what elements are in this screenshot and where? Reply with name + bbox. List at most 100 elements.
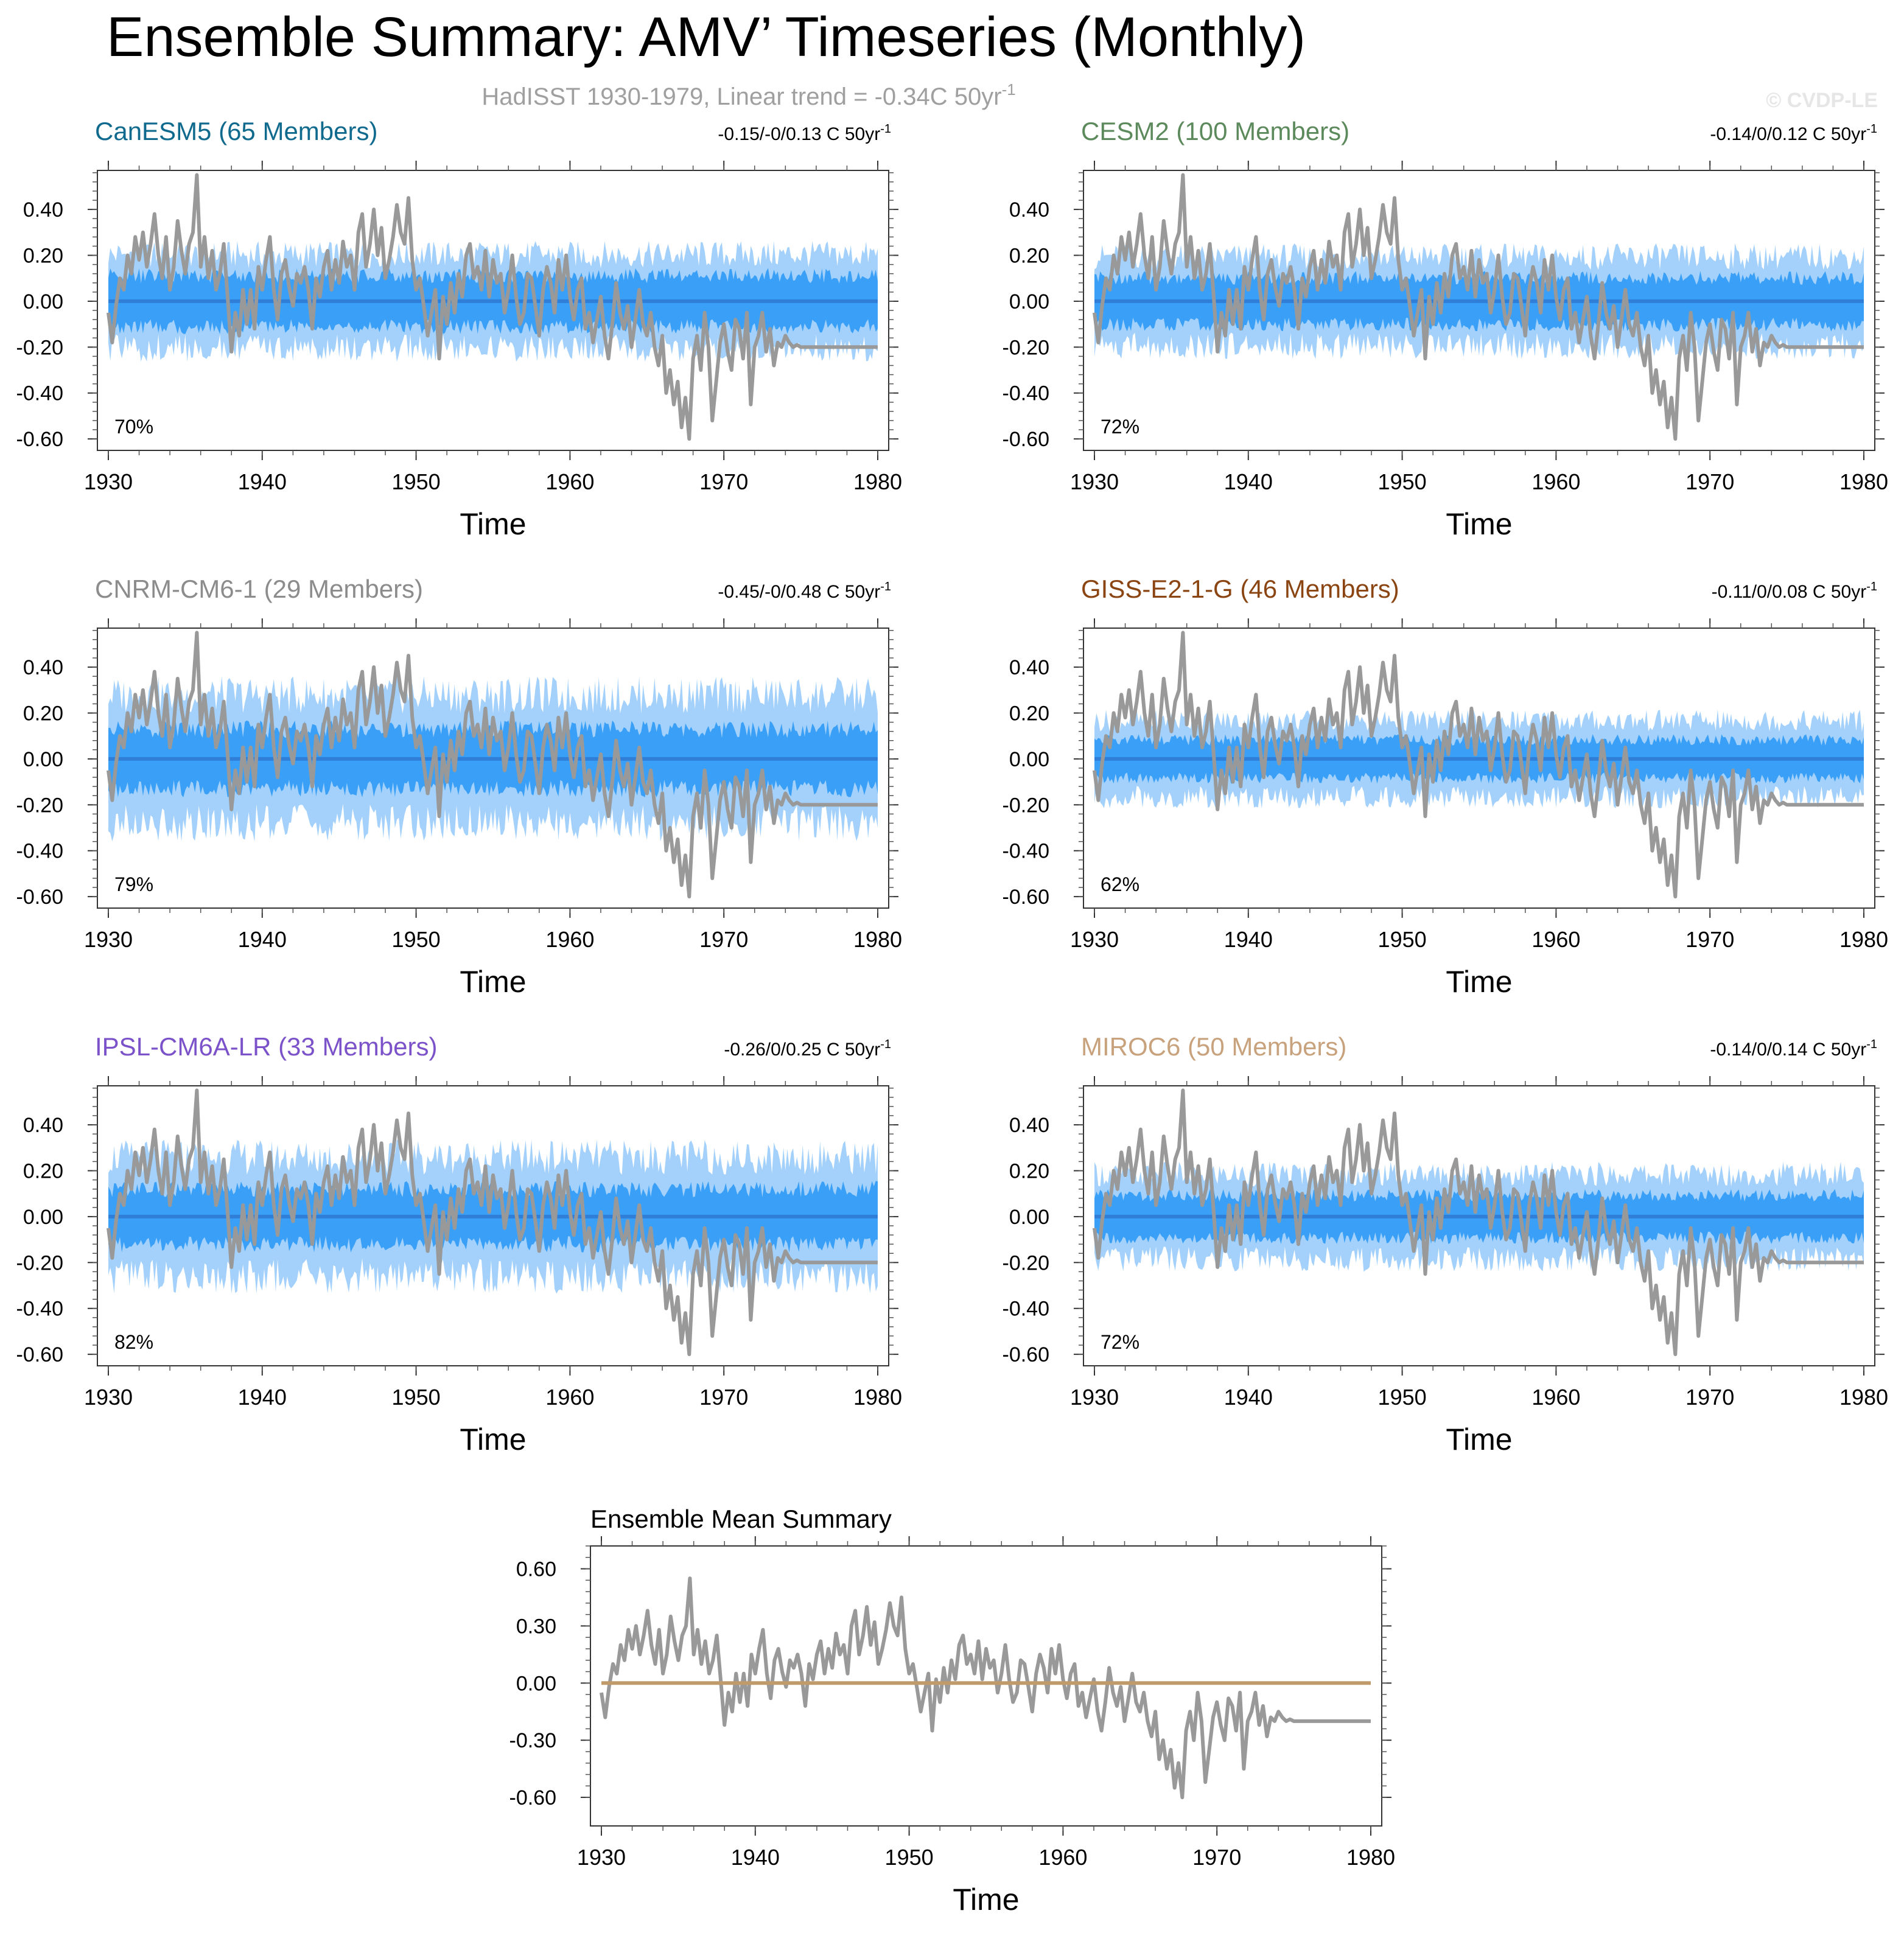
trend-text: -0.14/0/0.14 C 50yr-1: [1710, 1038, 1877, 1060]
x-tick-label: 1970: [699, 1385, 748, 1410]
x-tick-label: 1950: [392, 1385, 441, 1410]
trend-text: -0.26/0/0.25 C 50yr-1: [724, 1038, 891, 1060]
y-tick-label: 0.00: [516, 1672, 556, 1695]
y-tick-label: -0.20: [16, 1251, 64, 1274]
y-tick-label: -0.60: [16, 428, 64, 451]
y-tick-label: -0.40: [1003, 840, 1050, 863]
y-tick-label: -0.60: [16, 1343, 64, 1366]
x-tick-label: 1970: [1685, 927, 1734, 952]
trend-sup: -1: [880, 122, 891, 136]
y-tick-label: 0.40: [23, 198, 63, 222]
x-axis-label: Time: [953, 1883, 1019, 1917]
panel-6: Ensemble Mean Summary 1930 1940 1950 1960 197…: [509, 1505, 1396, 1917]
x-tick-label: 1980: [1346, 1845, 1395, 1870]
observation-line: [1093, 173, 1864, 441]
y-tick-label: 0.20: [1009, 702, 1049, 726]
x-tick-label: 1960: [545, 927, 594, 952]
x-tick-label: 1950: [1378, 927, 1427, 952]
x-axis-label: Time: [460, 507, 526, 541]
trend-value: -0.14/0/0.14 C 50yr: [1710, 1040, 1866, 1060]
panel-5: MIROC6 (50 Members) -0.14/0/0.14 C 50yr-1…: [1003, 1032, 1889, 1456]
x-tick-label: 1950: [392, 927, 441, 952]
percent-label: 82%: [114, 1331, 153, 1353]
panel-title: CNRM-CM6-1 (29 Members): [95, 575, 423, 603]
y-tick-label: 0.00: [1009, 748, 1049, 771]
x-tick-label: 1940: [238, 927, 287, 952]
y-tick-label: -0.60: [1003, 886, 1050, 909]
watermark: © CVDP-LE: [1766, 89, 1878, 112]
plot-area: [107, 173, 878, 441]
trend-value: -0.45/-0/0.48 C 50yr: [718, 582, 880, 602]
y-tick-label: 0.00: [23, 290, 63, 313]
trend-value: -0.15/-0/0.13 C 50yr: [718, 124, 880, 144]
y-tick-label: 0.40: [23, 656, 63, 679]
panel-3: GISS-E2-1-G (46 Members) -0.11/0/0.08 C 5…: [1003, 575, 1889, 999]
x-tick-label: 1940: [238, 1385, 287, 1410]
trend-text: -0.11/0/0.08 C 50yr-1: [1712, 580, 1877, 602]
x-axis-label: Time: [1446, 965, 1512, 999]
panel-title: CESM2 (100 Members): [1081, 117, 1349, 145]
y-tick-label: -0.20: [16, 336, 64, 359]
x-axis-label: Time: [1446, 507, 1512, 541]
observation-line: [600, 1576, 1371, 1800]
y-tick-label: -0.20: [1003, 336, 1050, 359]
x-tick-label: 1970: [1685, 1385, 1734, 1410]
y-tick-label: -0.40: [16, 840, 64, 863]
y-tick-label: 0.20: [1009, 1160, 1049, 1183]
x-tick-label: 1980: [853, 1385, 902, 1410]
observation-line: [1093, 1088, 1864, 1357]
x-tick-label: 1980: [1839, 469, 1888, 494]
y-tick-label: 0.20: [1009, 245, 1049, 268]
x-axis-label: Time: [460, 965, 526, 999]
panel-4: IPSL-CM6A-LR (33 Members) -0.26/0/0.25 C …: [16, 1032, 903, 1456]
figure-subtitle-text: HadISST 1930-1979, Linear trend = -0.34C…: [481, 83, 1001, 110]
x-tick-label: 1970: [1192, 1845, 1241, 1870]
y-tick-label: 0.00: [23, 748, 63, 771]
panel-title: GISS-E2-1-G (46 Members): [1081, 575, 1399, 603]
x-tick-label: 1940: [238, 469, 287, 494]
x-tick-label: 1960: [1531, 469, 1580, 494]
panel-0: CanESM5 (65 Members) -0.15/-0/0.13 C 50yr…: [16, 117, 903, 541]
x-tick-label: 1960: [545, 469, 594, 494]
y-tick-label: 0.40: [1009, 656, 1049, 679]
percent-label: 79%: [114, 873, 153, 895]
x-tick-label: 1970: [699, 469, 748, 494]
x-tick-label: 1970: [699, 927, 748, 952]
trend-text: -0.14/0/0.12 C 50yr-1: [1710, 122, 1877, 144]
trend-text: -0.45/-0/0.48 C 50yr-1: [718, 580, 891, 602]
x-tick-label: 1970: [1685, 469, 1734, 494]
trend-sup: -1: [1866, 580, 1877, 593]
x-tick-label: 1940: [1224, 927, 1273, 952]
plot-area: [1093, 1088, 1864, 1357]
x-tick-label: 1930: [84, 927, 133, 952]
y-tick-label: 0.00: [1009, 1206, 1049, 1229]
x-tick-label: 1930: [84, 469, 133, 494]
trend-value: -0.14/0/0.12 C 50yr: [1710, 124, 1866, 144]
plot-area: [107, 631, 878, 899]
x-tick-label: 1960: [1531, 927, 1580, 952]
trend-value: -0.11/0/0.08 C 50yr: [1712, 582, 1867, 602]
trend-sup: -1: [880, 580, 891, 593]
figure-subtitle-sup: -1: [1002, 80, 1016, 99]
y-tick-label: 0.40: [1009, 1114, 1049, 1137]
y-tick-label: 0.00: [1009, 290, 1049, 313]
y-tick-label: 0.60: [516, 1558, 556, 1581]
x-tick-label: 1950: [1378, 1385, 1427, 1410]
panel-2: CNRM-CM6-1 (29 Members) -0.45/-0/0.48 C 5…: [16, 575, 903, 999]
x-tick-label: 1980: [853, 927, 902, 952]
y-tick-label: -0.40: [1003, 1298, 1050, 1321]
y-tick-label: -0.60: [1003, 428, 1050, 451]
x-tick-label: 1950: [885, 1845, 934, 1870]
y-tick-label: -0.60: [1003, 1343, 1050, 1366]
x-tick-label: 1950: [392, 469, 441, 494]
x-tick-label: 1930: [84, 1385, 133, 1410]
y-tick-label: 0.20: [23, 1160, 63, 1183]
y-tick-label: -0.20: [16, 794, 64, 817]
plot-area: [1093, 173, 1864, 441]
trend-sup: -1: [1866, 122, 1877, 136]
observation-line: [1093, 631, 1864, 899]
trend-sup: -1: [880, 1038, 891, 1051]
y-tick-label: -0.20: [1003, 1251, 1050, 1274]
trend-text: -0.15/-0/0.13 C 50yr-1: [718, 122, 891, 144]
